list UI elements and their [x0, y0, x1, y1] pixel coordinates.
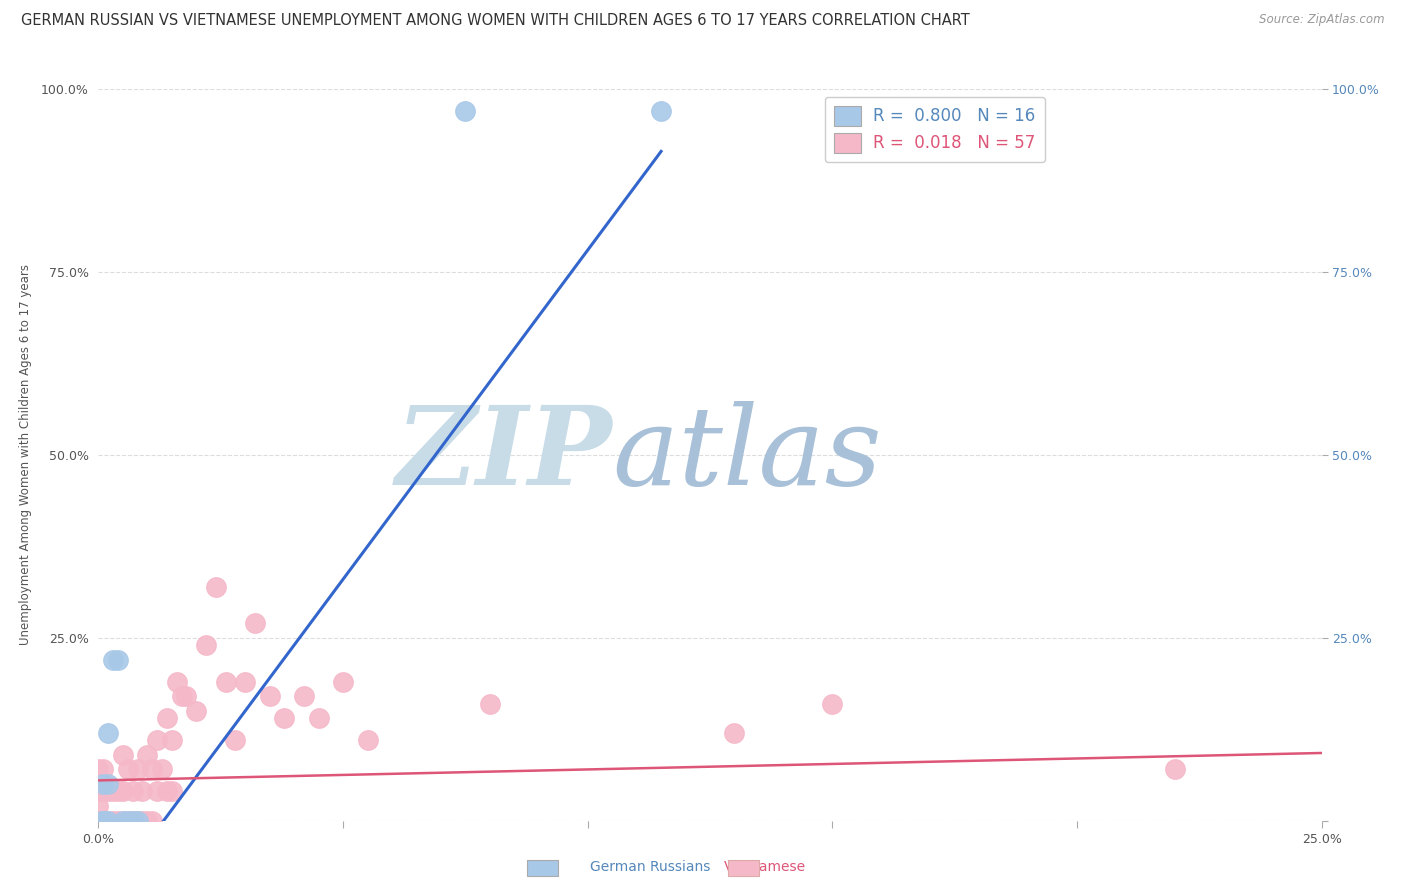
Point — [87, 763, 110, 777]
Point — [111, 784, 134, 798]
Point — [91, 763, 114, 777]
Point — [127, 763, 149, 777]
Point — [121, 784, 143, 798]
Point — [87, 814, 110, 828]
Text: Source: ZipAtlas.com: Source: ZipAtlas.com — [1260, 13, 1385, 27]
Point — [91, 814, 114, 828]
Point — [111, 814, 134, 828]
Point — [101, 814, 124, 828]
Point — [170, 690, 193, 704]
Point — [259, 690, 281, 704]
Point — [127, 814, 149, 828]
Point — [117, 814, 139, 828]
Point — [146, 784, 169, 798]
Text: ZIP: ZIP — [395, 401, 612, 508]
Point — [478, 697, 501, 711]
Point — [91, 814, 114, 828]
Point — [131, 814, 153, 828]
Point — [332, 674, 354, 689]
Text: GERMAN RUSSIAN VS VIETNAMESE UNEMPLOYMENT AMONG WOMEN WITH CHILDREN AGES 6 TO 17: GERMAN RUSSIAN VS VIETNAMESE UNEMPLOYMEN… — [21, 13, 970, 29]
Point — [233, 674, 256, 689]
Point — [111, 814, 134, 828]
Point — [136, 747, 159, 762]
Point — [87, 814, 110, 828]
Text: German Russians: German Russians — [589, 860, 710, 874]
Point — [87, 784, 110, 798]
Point — [87, 799, 110, 814]
Point — [101, 653, 124, 667]
Point — [91, 814, 114, 828]
Point — [101, 784, 124, 798]
Point — [127, 814, 149, 828]
Point — [107, 653, 129, 667]
Point — [91, 814, 114, 828]
Point — [160, 733, 183, 747]
Point — [91, 784, 114, 798]
Point — [131, 784, 153, 798]
Point — [117, 763, 139, 777]
Point — [723, 726, 745, 740]
Legend: R =  0.800   N = 16, R =  0.018   N = 57: R = 0.800 N = 16, R = 0.018 N = 57 — [824, 97, 1045, 162]
Point — [650, 104, 672, 119]
Point — [91, 814, 114, 828]
Point — [214, 674, 236, 689]
Y-axis label: Unemployment Among Women with Children Ages 6 to 17 years: Unemployment Among Women with Children A… — [20, 264, 32, 646]
Point — [150, 763, 173, 777]
Point — [107, 814, 129, 828]
Point — [243, 616, 266, 631]
Point — [186, 704, 208, 718]
Point — [292, 690, 315, 704]
Text: atlas: atlas — [612, 401, 882, 508]
Point — [121, 814, 143, 828]
Point — [1164, 763, 1187, 777]
Point — [121, 814, 143, 828]
Point — [117, 814, 139, 828]
Point — [156, 711, 179, 725]
Point — [308, 711, 330, 725]
Point — [91, 777, 114, 791]
Point — [97, 777, 120, 791]
Point — [97, 814, 120, 828]
Point — [160, 784, 183, 798]
Point — [146, 733, 169, 747]
Point — [156, 784, 179, 798]
Point — [205, 580, 228, 594]
Point — [97, 814, 120, 828]
Point — [111, 747, 134, 762]
Point — [176, 690, 198, 704]
Point — [97, 784, 120, 798]
Point — [821, 697, 844, 711]
Point — [273, 711, 295, 725]
Point — [87, 814, 110, 828]
Point — [454, 104, 477, 119]
Point — [224, 733, 246, 747]
Point — [141, 763, 163, 777]
Point — [136, 814, 159, 828]
Point — [195, 638, 218, 652]
Point — [107, 784, 129, 798]
Point — [97, 726, 120, 740]
Text: Vietnamese: Vietnamese — [724, 860, 806, 874]
Point — [166, 674, 188, 689]
Point — [141, 814, 163, 828]
Point — [356, 733, 378, 747]
